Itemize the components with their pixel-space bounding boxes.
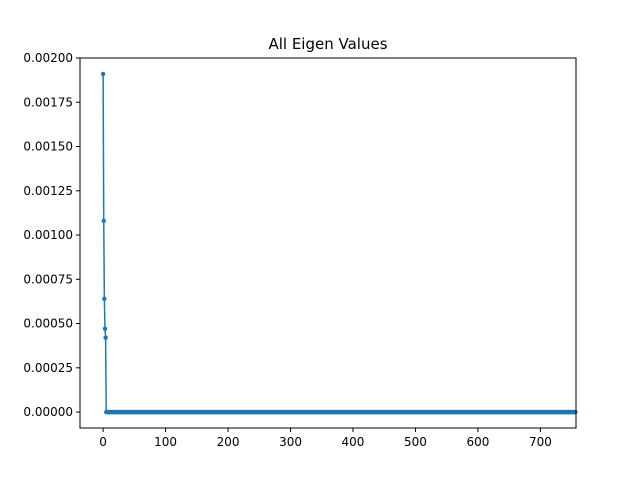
y-tick-label: 0.00100 xyxy=(23,228,73,242)
y-tick-label: 0.00050 xyxy=(23,317,73,331)
y-tick-label: 0.00175 xyxy=(23,95,73,109)
y-tick-label: 0.00000 xyxy=(23,405,73,419)
x-tick-label: 200 xyxy=(217,435,240,449)
x-tick-label: 700 xyxy=(529,435,552,449)
x-tick-label: 600 xyxy=(466,435,489,449)
chart-title: All Eigen Values xyxy=(268,35,387,53)
data-point xyxy=(101,218,106,224)
x-tick-label: 300 xyxy=(279,435,302,449)
x-tick-label: 0 xyxy=(99,435,107,449)
x-tick-label: 400 xyxy=(342,435,365,449)
y-tick-label: 0.00200 xyxy=(23,51,73,65)
data-point xyxy=(102,326,108,332)
plot-area xyxy=(100,71,578,415)
x-axis: 0 100 200 300 400 500 600 700 xyxy=(99,428,552,449)
x-tick-label: 100 xyxy=(154,435,177,449)
y-tick-label: 0.00075 xyxy=(23,272,73,286)
data-point xyxy=(100,71,106,77)
data-point xyxy=(102,296,107,301)
axes-frame xyxy=(79,57,577,429)
y-tick-label: 0.00150 xyxy=(23,140,73,154)
y-axis: 0.00000 0.00025 0.00050 0.00075 0.00100 0.001… xyxy=(23,51,80,419)
y-tick-label: 0.00025 xyxy=(23,361,73,375)
data-point xyxy=(573,409,578,415)
y-tick-label: 0.00125 xyxy=(23,184,73,198)
x-tick-label: 500 xyxy=(404,435,427,449)
data-point xyxy=(103,335,108,340)
